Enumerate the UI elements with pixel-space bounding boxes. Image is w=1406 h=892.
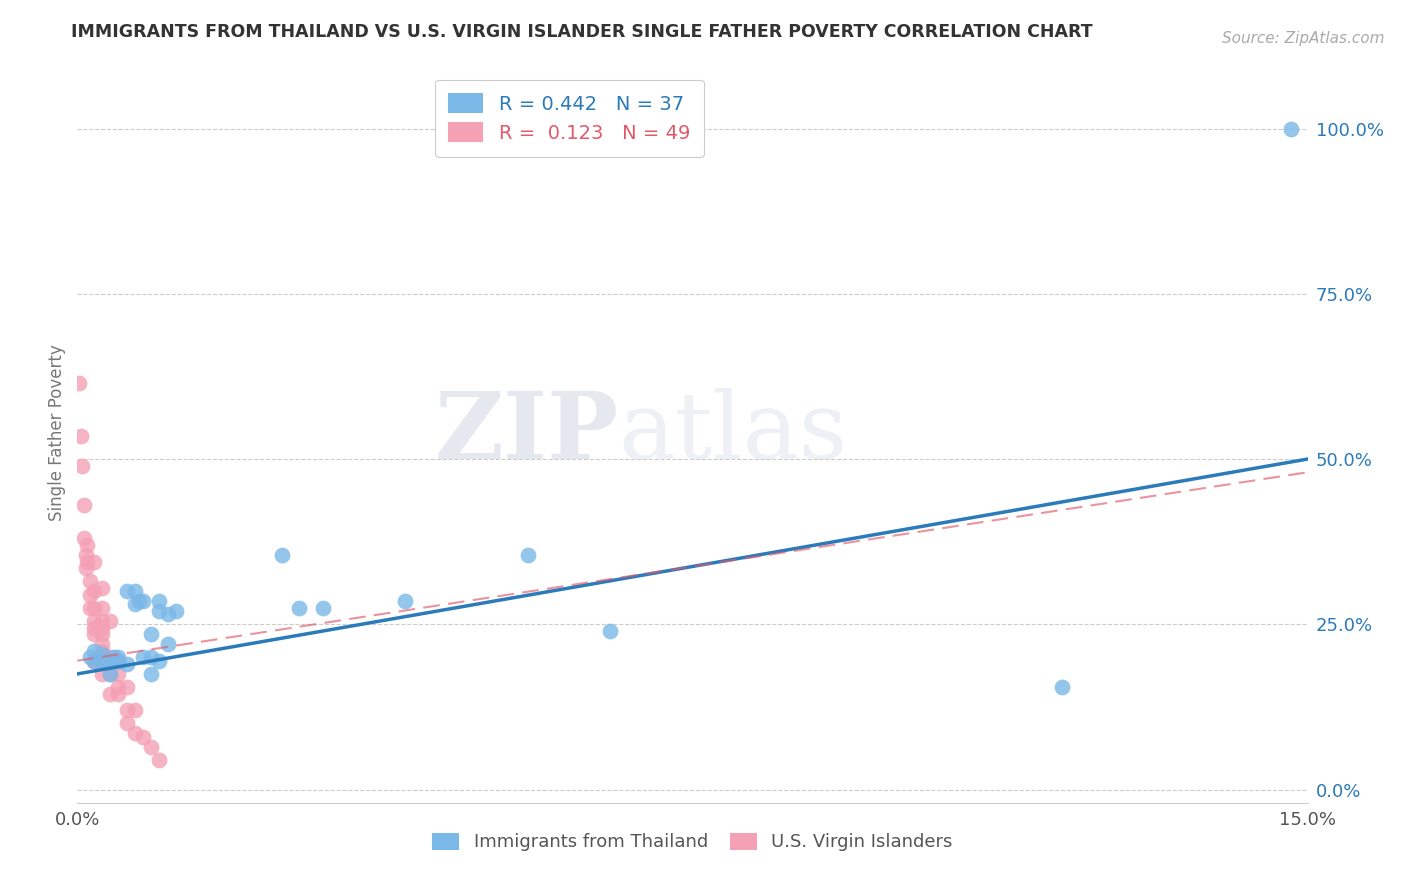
Point <box>83 654 105 668</box>
Point <box>98 666 121 681</box>
Y-axis label: Single Father Poverty: Single Father Poverty <box>48 344 66 521</box>
Text: IMMIGRANTS FROM THAILAND VS U.S. VIRGIN ISLANDER SINGLE FATHER POVERTY CORRELATI: IMMIGRANTS FROM THAILAND VS U.S. VIRGIN … <box>72 23 1092 41</box>
Point <box>90 627 114 641</box>
Point <box>124 598 146 612</box>
Point <box>90 654 114 668</box>
Point <box>288 600 311 615</box>
Point <box>67 376 90 390</box>
Point <box>156 607 179 622</box>
Point <box>141 650 163 665</box>
Point <box>98 654 121 668</box>
Point <box>115 703 138 717</box>
Point <box>90 654 114 668</box>
Point <box>83 614 105 628</box>
Point <box>124 584 146 599</box>
Point <box>90 637 114 651</box>
Point <box>83 644 105 658</box>
Point <box>90 654 114 668</box>
Point <box>98 654 121 668</box>
Point <box>98 614 121 628</box>
Point <box>76 538 98 552</box>
Point <box>90 621 114 635</box>
Point <box>107 654 129 668</box>
Point <box>83 584 105 599</box>
Point <box>141 666 163 681</box>
Point <box>394 594 416 608</box>
Point <box>87 654 110 668</box>
Point <box>83 600 105 615</box>
Point <box>115 584 138 599</box>
Point <box>517 548 540 562</box>
Point <box>132 730 155 744</box>
Legend: Immigrants from Thailand, U.S. Virgin Islanders: Immigrants from Thailand, U.S. Virgin Is… <box>423 823 962 861</box>
Point <box>75 561 97 575</box>
Text: atlas: atlas <box>619 388 848 477</box>
Point <box>107 654 129 668</box>
Point <box>73 532 96 546</box>
Point <box>79 588 101 602</box>
Point <box>107 654 129 668</box>
Point <box>141 739 163 754</box>
Point <box>90 666 114 681</box>
Point <box>90 644 114 658</box>
Point <box>90 647 114 661</box>
Point <box>132 594 155 608</box>
Point <box>271 548 294 562</box>
Point <box>76 555 98 569</box>
Point <box>79 600 101 615</box>
Point <box>90 600 114 615</box>
Point <box>79 574 101 589</box>
Point <box>90 581 114 595</box>
Point <box>98 687 121 701</box>
Point <box>83 621 105 635</box>
Point <box>115 680 138 694</box>
Point <box>90 614 114 628</box>
Point <box>107 687 129 701</box>
Point <box>83 654 105 668</box>
Point <box>599 624 621 638</box>
Point <box>115 657 138 671</box>
Point <box>124 703 146 717</box>
Point <box>156 637 179 651</box>
Point <box>107 650 129 665</box>
Point <box>90 647 114 661</box>
Point <box>1050 680 1073 694</box>
Text: ZIP: ZIP <box>434 388 619 477</box>
Point <box>79 650 101 665</box>
Point <box>73 499 96 513</box>
Point <box>103 650 125 665</box>
Point <box>83 555 105 569</box>
Point <box>1279 121 1302 136</box>
Point <box>75 548 97 562</box>
Point <box>69 429 91 443</box>
Point <box>83 627 105 641</box>
Point <box>107 666 129 681</box>
Point <box>148 654 170 668</box>
Point <box>83 654 105 668</box>
Point <box>98 666 121 681</box>
Point <box>124 726 146 740</box>
Point <box>98 650 121 665</box>
Point <box>94 654 117 668</box>
Point <box>132 650 155 665</box>
Point <box>128 594 150 608</box>
Point <box>148 604 170 618</box>
Point <box>70 458 93 473</box>
Point <box>107 680 129 694</box>
Point <box>98 654 121 668</box>
Point <box>141 627 163 641</box>
Point <box>312 600 335 615</box>
Text: Source: ZipAtlas.com: Source: ZipAtlas.com <box>1222 31 1385 46</box>
Point <box>165 604 187 618</box>
Point <box>148 594 170 608</box>
Point <box>115 716 138 731</box>
Point <box>148 753 170 767</box>
